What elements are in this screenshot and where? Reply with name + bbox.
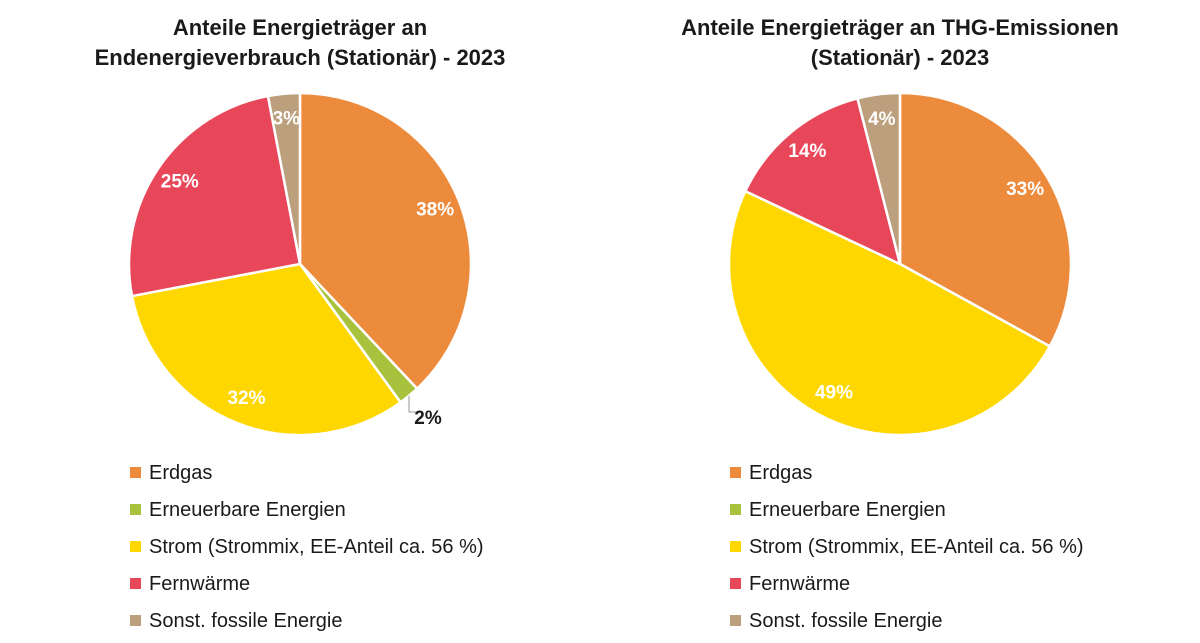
svg-text:38%: 38% xyxy=(416,200,454,221)
svg-text:49%: 49% xyxy=(815,383,853,404)
svg-text:2%: 2% xyxy=(414,408,442,429)
svg-text:32%: 32% xyxy=(227,388,265,409)
